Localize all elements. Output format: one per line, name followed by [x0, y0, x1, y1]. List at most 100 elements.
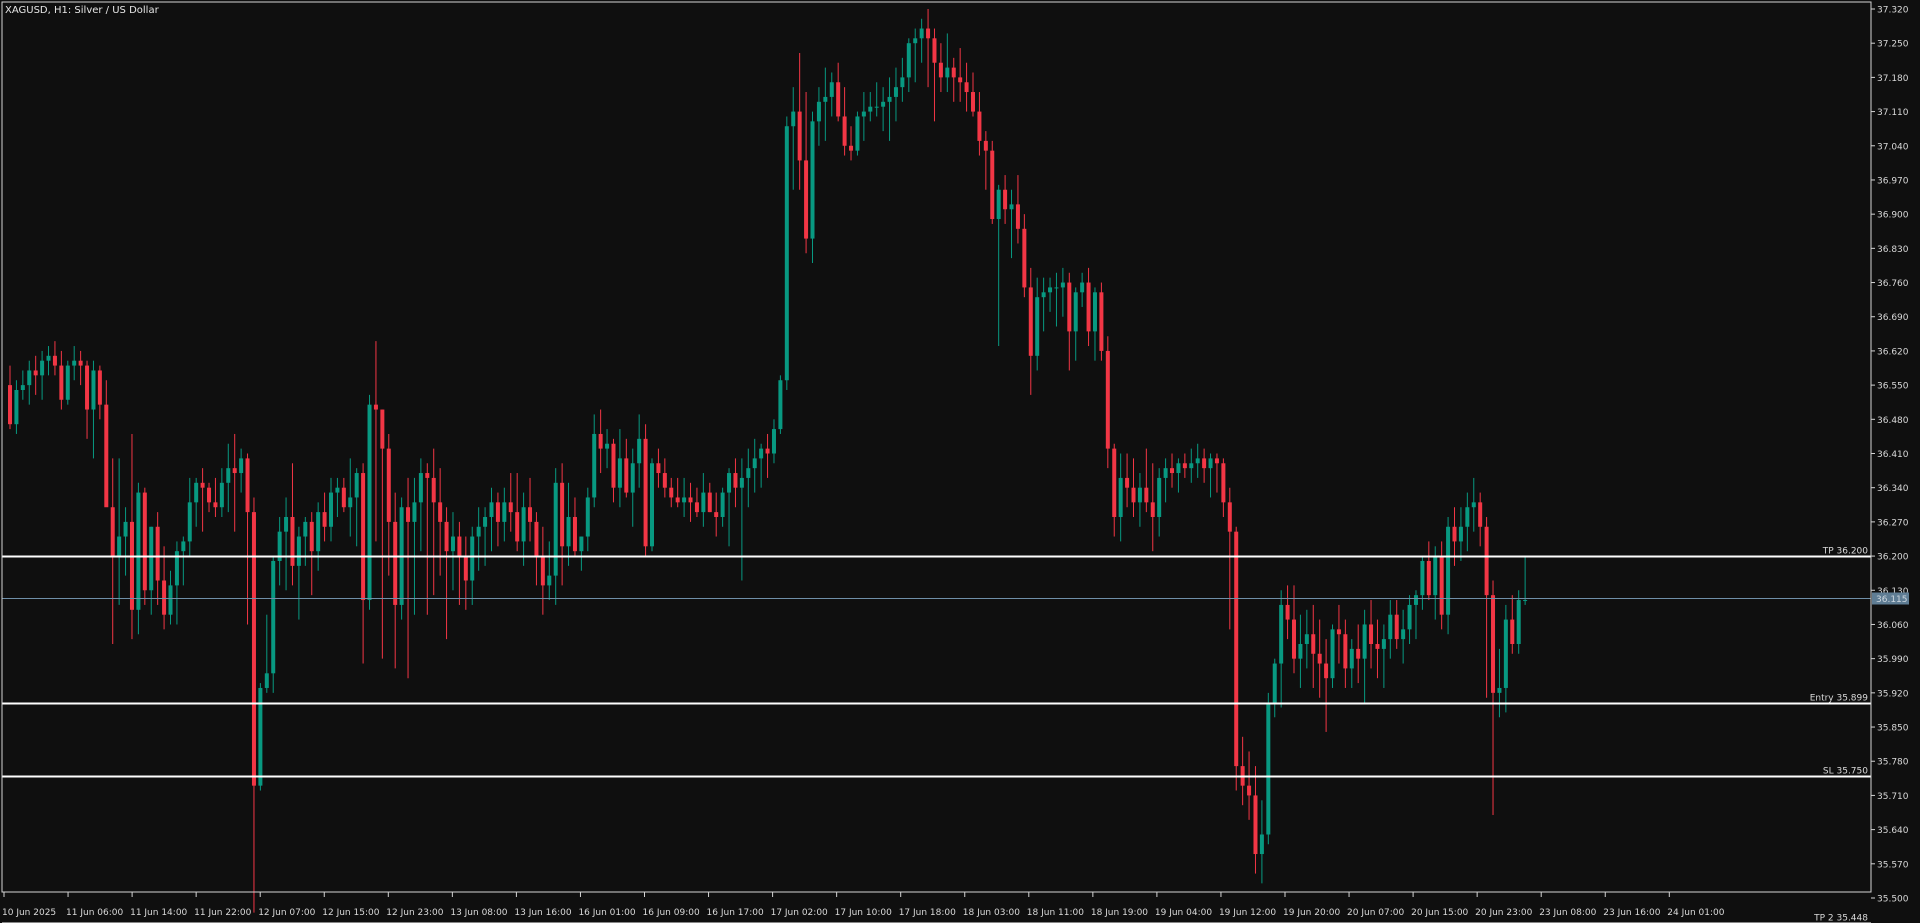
candle-body	[971, 92, 975, 112]
time-axis[interactable]: 10 Jun 2025 11 Jun 06:00 11 Jun 14:00 11 Ju…	[2, 892, 1725, 918]
candle-body	[791, 111, 796, 127]
candle	[605, 429, 610, 469]
candle	[174, 541, 179, 625]
candle	[508, 473, 513, 532]
candle	[797, 52, 802, 190]
candle	[1125, 453, 1130, 508]
candle-body	[46, 355, 51, 361]
candle	[1182, 453, 1187, 478]
candle-body	[181, 541, 186, 552]
candle	[226, 443, 231, 513]
candle	[746, 448, 751, 508]
candle	[361, 463, 366, 664]
price-tick-label: 36.480	[1877, 416, 1909, 426]
candle-body	[367, 404, 372, 601]
candle	[1433, 546, 1438, 620]
candle-body	[52, 355, 57, 366]
price-axis[interactable]: 37.320 37.250 37.180 37.110 37.040 36.970 36.9…	[1871, 6, 1909, 905]
candle-body	[1266, 702, 1271, 835]
candle-body	[759, 448, 764, 459]
candle-body	[823, 96, 828, 102]
candle-body	[463, 556, 468, 581]
candle-body	[1349, 648, 1354, 669]
candle	[1465, 492, 1470, 552]
candle-body	[483, 517, 488, 527]
candle	[656, 448, 661, 488]
time-tick-label: 18 Jun 11:00	[1027, 908, 1084, 918]
candle-body	[142, 492, 147, 591]
candle-body	[881, 101, 886, 107]
candle	[354, 468, 359, 547]
candle	[373, 341, 378, 542]
candle	[406, 477, 411, 679]
candle-body	[245, 458, 250, 513]
price-tick-label: 35.850	[1877, 724, 1909, 734]
candle	[1304, 609, 1309, 669]
candle	[277, 517, 282, 586]
candle-body	[1028, 287, 1033, 356]
candle	[470, 526, 475, 605]
candle	[804, 92, 809, 254]
time-tick-label: 18 Jun 03:00	[963, 908, 1020, 918]
price-tick-label: 37.110	[1877, 108, 1909, 118]
candle	[861, 92, 866, 141]
candle	[1426, 541, 1431, 601]
candle	[682, 477, 687, 517]
candle-body	[579, 536, 584, 552]
candle	[669, 477, 674, 508]
candle-body	[174, 551, 179, 586]
candle	[1484, 517, 1489, 698]
candle-body	[200, 482, 205, 488]
candle	[200, 468, 205, 532]
candle	[1388, 600, 1393, 659]
candle	[65, 360, 70, 405]
price-tick-label: 36.900	[1877, 211, 1909, 221]
price-tick-label: 36.690	[1877, 313, 1909, 323]
candle-body	[592, 433, 597, 498]
candle-body	[412, 502, 417, 522]
candle	[720, 487, 725, 527]
candle-body	[1452, 526, 1457, 542]
price-tick-label: 36.620	[1877, 347, 1909, 357]
price-tick-label: 35.500	[1877, 895, 1909, 905]
candle	[213, 477, 218, 517]
candle-body	[1497, 687, 1502, 693]
candle-body	[1092, 292, 1097, 332]
candle	[1523, 556, 1528, 605]
candle-body	[316, 512, 321, 552]
candle-body	[1304, 634, 1309, 644]
candle-body	[431, 477, 436, 503]
candle-body	[1099, 292, 1104, 351]
candle	[887, 77, 892, 141]
candle	[913, 28, 918, 83]
candle-body	[1381, 639, 1386, 649]
candle-body	[110, 507, 115, 557]
candle	[85, 360, 90, 439]
candle	[219, 468, 224, 517]
candle	[1157, 468, 1162, 537]
candle	[97, 365, 102, 420]
candle-body	[714, 512, 719, 517]
candle-body	[1247, 785, 1252, 796]
candle	[322, 492, 327, 542]
price-tick-label: 36.410	[1877, 450, 1909, 460]
price-tick-label: 35.710	[1877, 792, 1909, 802]
candle	[40, 350, 45, 400]
candle	[431, 448, 436, 596]
candle-body	[1067, 282, 1072, 332]
candle	[714, 492, 719, 537]
candle-body	[168, 585, 173, 615]
candle	[1015, 175, 1020, 244]
candle	[1176, 458, 1181, 493]
candle	[630, 448, 635, 527]
candle-body	[572, 517, 577, 552]
candle-body	[669, 487, 674, 498]
candle	[1401, 609, 1406, 664]
time-tick-label: 19 Jun 04:00	[1155, 908, 1212, 918]
candle-body	[91, 370, 96, 410]
candle-body	[611, 443, 616, 488]
candle-body	[117, 536, 122, 557]
candle-body	[136, 492, 141, 610]
